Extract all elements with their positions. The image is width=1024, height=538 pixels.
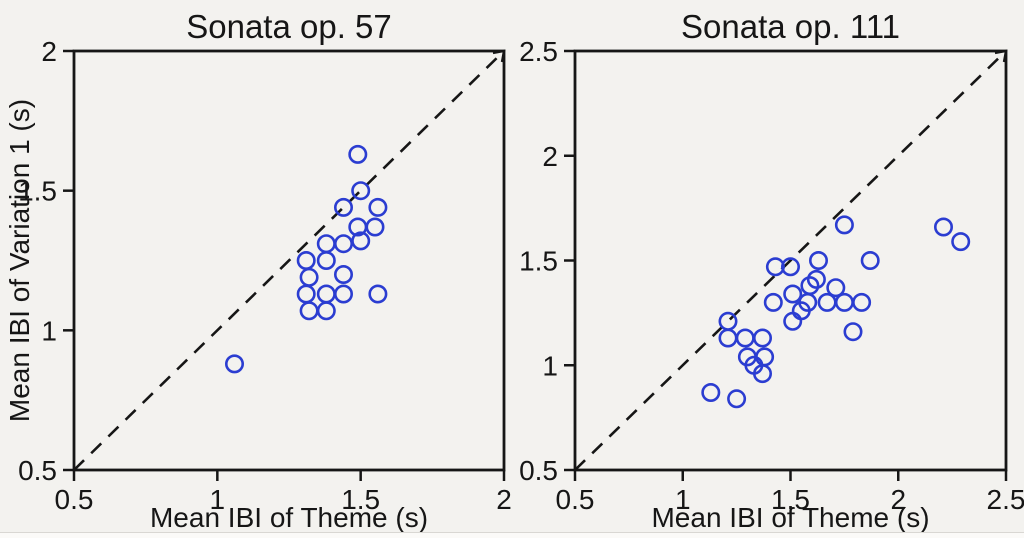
data-point xyxy=(783,311,803,331)
x-axis-label: Mean IBI of Theme (s) xyxy=(150,502,428,533)
data-point xyxy=(718,328,738,348)
data-point xyxy=(752,364,772,384)
x-tick-label: 1 xyxy=(210,484,226,515)
data-point xyxy=(808,251,828,271)
y-tick-label: 2 xyxy=(542,141,558,172)
data-point xyxy=(806,269,826,289)
data-point xyxy=(780,257,800,277)
plot-title: Sonata op. 57 xyxy=(186,8,392,45)
x-tick-label: 0.5 xyxy=(55,484,94,515)
data-point xyxy=(299,301,319,321)
data-point xyxy=(800,276,820,296)
data-point xyxy=(860,251,880,271)
x-axis-label: Mean IBI of Theme (s) xyxy=(651,502,929,533)
data-point xyxy=(718,311,738,331)
identity-line xyxy=(574,50,1007,471)
data-point xyxy=(735,328,755,348)
data-point xyxy=(765,257,785,277)
plot-op111: Sonata op. 111 0.5 1 1.5 2 2.5 0.5 1 1.5 2 2.5 Mean… xyxy=(519,8,1024,533)
x-tick-label: 1.5 xyxy=(771,484,810,515)
data-point xyxy=(701,382,721,402)
plot-box xyxy=(72,49,506,472)
y-tick-label: 0.5 xyxy=(519,455,558,486)
data-point xyxy=(843,322,863,342)
data-point xyxy=(763,292,783,312)
data-point xyxy=(316,251,336,271)
y-axis-label: Mean IBI of Variation 1 (s) xyxy=(4,99,35,422)
data-point xyxy=(333,284,353,304)
data-point xyxy=(368,284,388,304)
y-tick-label: 1.5 xyxy=(18,176,57,207)
data-point xyxy=(316,301,336,321)
data-point xyxy=(951,232,971,252)
y-tick-label: 1.5 xyxy=(519,246,558,277)
x-tick-label: 2 xyxy=(890,484,906,515)
data-point xyxy=(316,284,336,304)
data-point xyxy=(365,217,385,237)
y-tick-label: 2.5 xyxy=(519,36,558,67)
y-tick-label: 0.5 xyxy=(18,455,57,486)
x-tick-label: 2 xyxy=(496,484,512,515)
data-point xyxy=(296,251,316,271)
data-point xyxy=(826,278,846,298)
data-point xyxy=(299,267,319,287)
plot-title: Sonata op. 111 xyxy=(681,8,900,45)
x-tick-label: 1.5 xyxy=(341,484,380,515)
window-bottom-edge xyxy=(0,532,1024,538)
data-point xyxy=(368,197,388,217)
x-tick-label: 1 xyxy=(675,484,691,515)
data-point xyxy=(348,144,368,164)
x-tick-label: 0.5 xyxy=(556,484,595,515)
data-point xyxy=(752,328,772,348)
data-point xyxy=(351,181,371,201)
x-tick-label: 2.5 xyxy=(987,484,1024,515)
y-tick-label: 1 xyxy=(542,350,558,381)
data-point xyxy=(351,231,371,251)
data-point xyxy=(834,215,854,235)
data-point xyxy=(333,197,353,217)
data-point xyxy=(225,354,245,374)
data-point xyxy=(755,347,775,367)
plot-op57: Sonata op. 57 0.5 1 1.5 2 0.5 1 1.5 2 Mean IBI of… xyxy=(4,8,512,533)
y-tick-label: 1 xyxy=(41,315,57,346)
y-tick-label: 2 xyxy=(41,36,57,67)
data-point xyxy=(933,217,953,237)
data-point xyxy=(783,284,803,304)
data-point xyxy=(316,234,336,254)
data-point xyxy=(333,234,353,254)
data-point xyxy=(727,389,747,409)
data-point xyxy=(852,292,872,312)
data-point xyxy=(296,284,316,304)
identity-line xyxy=(73,50,505,471)
data-point xyxy=(333,264,353,284)
